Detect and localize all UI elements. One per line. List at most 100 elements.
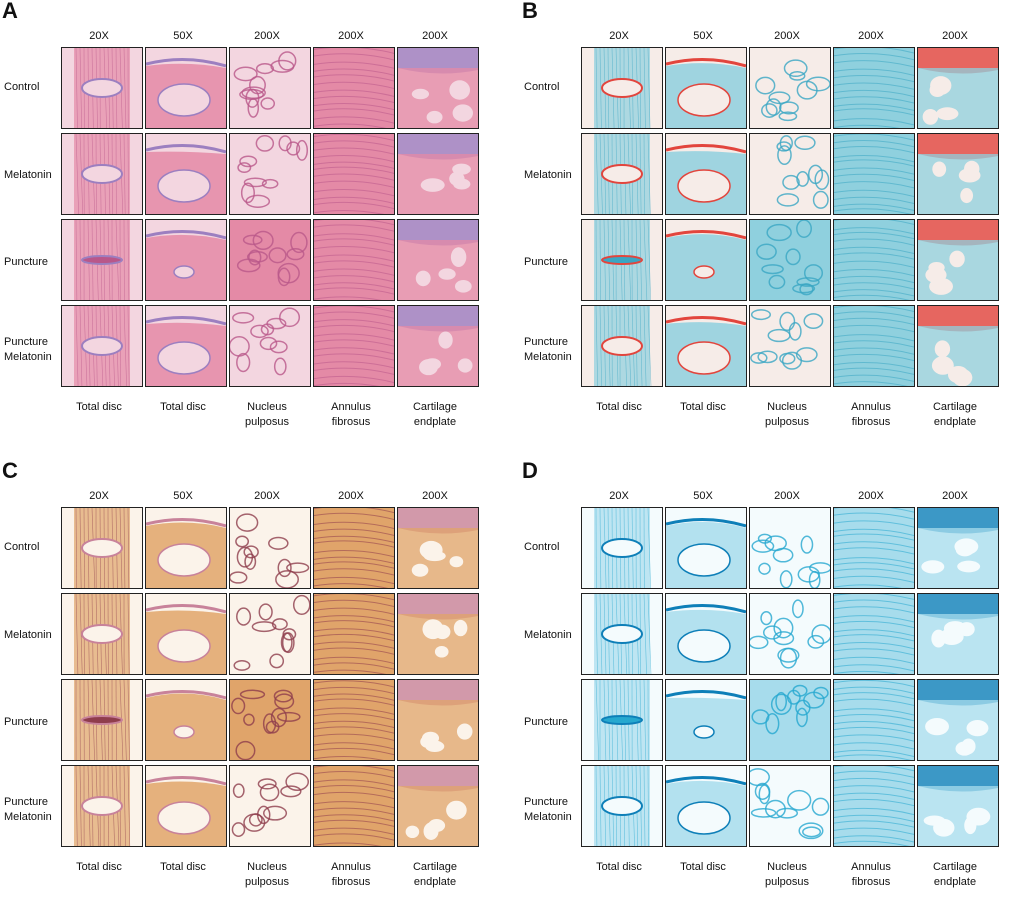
micrograph-tile (917, 765, 999, 847)
panel-label: B (522, 0, 538, 24)
micrograph-image (582, 680, 662, 760)
micrograph-tile (397, 305, 479, 387)
micrograph-image (666, 680, 746, 760)
micrograph-tile (917, 593, 999, 675)
column-label-line2: pulposus (225, 875, 309, 890)
micrograph-tile (229, 765, 311, 847)
magnification-label: 200X (393, 30, 477, 42)
micrograph-tile (833, 305, 915, 387)
micrograph-image (230, 766, 310, 846)
micrograph-image (582, 594, 662, 674)
micrograph-image (230, 594, 310, 674)
column-label-line1: Total disc (141, 400, 225, 415)
micrograph-tile (833, 593, 915, 675)
micrograph-image (398, 680, 478, 760)
micrograph-tile (581, 305, 663, 387)
column-label: Total disc (141, 400, 225, 415)
micrograph-image (582, 134, 662, 214)
micrograph-tile (229, 679, 311, 761)
magnification-label: 200X (829, 490, 913, 502)
micrograph-tile (665, 765, 747, 847)
micrograph-image (62, 508, 142, 588)
micrograph-tile (665, 679, 747, 761)
micrograph-tile (145, 219, 227, 301)
row-label: Melatonin (524, 168, 572, 183)
micrograph-tile (397, 679, 479, 761)
magnification-label: 50X (661, 30, 745, 42)
magnification-label: 50X (141, 490, 225, 502)
micrograph-image (314, 766, 394, 846)
micrograph-tile (749, 47, 831, 129)
micrograph-tile (397, 219, 479, 301)
row-label: Melatonin (4, 168, 52, 183)
column-label-line1: Nucleus (745, 400, 829, 415)
magnification-label: 200X (225, 490, 309, 502)
micrograph-tile (61, 47, 143, 129)
micrograph-image (666, 134, 746, 214)
micrograph-image (230, 48, 310, 128)
micrograph-image (666, 508, 746, 588)
micrograph-image (918, 220, 998, 300)
micrograph-tile (833, 219, 915, 301)
micrograph-image (750, 766, 830, 846)
micrograph-image (750, 220, 830, 300)
micrograph-image (314, 48, 394, 128)
micrograph-tile (313, 133, 395, 215)
micrograph-tile (397, 765, 479, 847)
row-label-line1: Melatonin (4, 628, 52, 643)
column-label-line2: fibrosus (829, 875, 913, 890)
magnification-label: 20X (577, 490, 661, 502)
column-label-line1: Annulus (309, 860, 393, 875)
micrograph-tile (581, 219, 663, 301)
row-label: Control (524, 80, 559, 95)
micrograph-image (918, 594, 998, 674)
micrograph-tile (917, 507, 999, 589)
micrograph-image (146, 134, 226, 214)
micrograph-tile (145, 305, 227, 387)
column-label-line1: Total disc (57, 860, 141, 875)
column-label-line2: pulposus (225, 415, 309, 430)
panel-label: D (522, 458, 538, 484)
column-label: Total disc (661, 860, 745, 875)
micrograph-tile (917, 219, 999, 301)
column-label-line2: endplate (913, 875, 997, 890)
row-label-line1: Puncture (524, 795, 572, 810)
micrograph-image (666, 766, 746, 846)
micrograph-image (918, 306, 998, 386)
column-label-line1: Cartilage (393, 400, 477, 415)
micrograph-tile (833, 133, 915, 215)
column-label-line1: Total disc (57, 400, 141, 415)
micrograph-tile (313, 219, 395, 301)
micrograph-tile (61, 507, 143, 589)
row-label-line1: Control (4, 80, 39, 95)
row-label-line2: Melatonin (524, 350, 572, 365)
magnification-label: 200X (225, 30, 309, 42)
micrograph-tile (833, 679, 915, 761)
micrograph-tile (397, 47, 479, 129)
column-label: Total disc (57, 400, 141, 415)
row-label-line1: Puncture (524, 335, 572, 350)
micrograph-tile (917, 305, 999, 387)
micrograph-tile (749, 679, 831, 761)
magnification-label: 200X (745, 490, 829, 502)
micrograph-image (146, 220, 226, 300)
magnification-label: 50X (661, 490, 745, 502)
column-label-line1: Total disc (141, 860, 225, 875)
micrograph-image (750, 134, 830, 214)
micrograph-image (834, 48, 914, 128)
row-label: Puncture (524, 255, 568, 270)
micrograph-tile (229, 219, 311, 301)
column-label-line1: Cartilage (913, 400, 997, 415)
micrograph-tile (665, 507, 747, 589)
micrograph-tile (397, 593, 479, 675)
micrograph-tile (749, 219, 831, 301)
micrograph-tile (61, 133, 143, 215)
micrograph-image (750, 594, 830, 674)
